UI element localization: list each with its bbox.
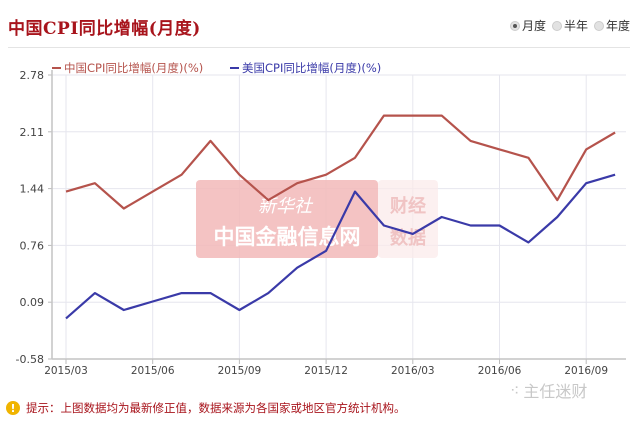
radio-yearly[interactable]: 年度 (593, 17, 630, 34)
y-tick-label: 0.76 (20, 239, 45, 252)
series-line-us[interactable] (65, 173, 616, 320)
x-tick-label: 2015/03 (44, 365, 88, 377)
footer-tip: ! 提示：上图数据均为最新修正值，数据来源为各国家或地区官方统计机构。 (6, 400, 406, 416)
y-tick-label: 2.11 (20, 126, 45, 139)
x-tick-label: 2016/06 (478, 365, 522, 377)
x-tick-label: 2015/06 (131, 365, 175, 377)
radio-label: 月度 (521, 19, 546, 33)
x-tick-label: 2015/09 (218, 365, 262, 377)
radio-dot-icon (551, 20, 562, 31)
brand-watermark: ⁖ 主任迷财 (510, 378, 587, 402)
radio-label: 年度 (605, 19, 630, 33)
radio-dot-icon (593, 20, 604, 31)
radio-label: 半年 (563, 19, 588, 33)
brand-text: 主任迷财 (523, 382, 588, 401)
radio-halfyear[interactable]: 半年 (551, 17, 588, 34)
y-tick-label: 2.78 (20, 69, 45, 82)
y-tick-label: -0.58 (16, 353, 44, 366)
watermark-line2: 中国金融信息网 (214, 225, 361, 249)
wechat-icon: ⁖ (510, 380, 520, 400)
watermark-side-box (378, 180, 438, 258)
warning-icon: ! (6, 401, 20, 415)
watermark-side1: 财经 (390, 195, 426, 217)
legend-item-us[interactable]: 美国CPI同比增幅(月度)(%) (242, 61, 381, 75)
y-tick-label: 1.44 (20, 183, 45, 196)
series-line-china[interactable] (65, 114, 616, 210)
x-tick-label: 2016/03 (391, 365, 435, 377)
legend-item-china[interactable]: 中国CPI同比增幅(月度)(%) (64, 61, 203, 75)
radio-dot-icon (509, 20, 520, 31)
y-tick-label: 0.09 (20, 296, 45, 309)
radio-monthly[interactable]: 月度 (509, 17, 546, 34)
page-title: 中国CPI同比增幅(月度) (8, 19, 201, 39)
tip-text: 提示：上图数据均为最新修正值，数据来源为各国家或地区官方统计机构。 (26, 401, 406, 415)
x-tick-label: 2015/12 (304, 365, 348, 377)
x-tick-label: 2016/09 (564, 365, 608, 377)
header-divider (8, 47, 630, 48)
watermark-line1: 新华社 (258, 196, 314, 217)
period-selector: 月度 半年 年度 (509, 17, 630, 34)
